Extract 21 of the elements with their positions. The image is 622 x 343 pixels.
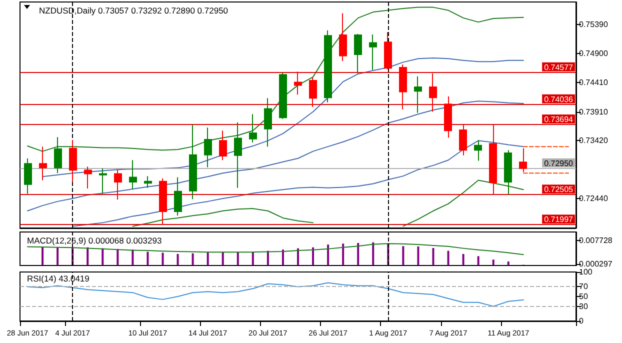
chart-title: NZDUSD,Daily 0.73057 0.73292 0.72890 0.72950 [39, 6, 228, 16]
y-tick-label: 100 [579, 268, 593, 276]
y-tick-label: 0.75390 [579, 20, 608, 29]
text: MACD(12,26,9) 0.000068 0.003293 [27, 236, 162, 246]
y-tick-label: 0.74410 [579, 78, 608, 87]
y-tick-label: 0.000297 [579, 260, 613, 268]
ref-line-label: 0.71997 [544, 215, 574, 224]
y-tick-label: 30 [579, 302, 588, 311]
y-tick-label: 0.007728 [579, 236, 613, 246]
y-tick-label: 0.73910 [579, 107, 608, 116]
ref-line-label: 0.72950 [544, 158, 574, 168]
y-tick-label: 0.74900 [579, 48, 608, 58]
y-tick-label: 70 [579, 282, 588, 292]
ref-line-label: 0.74577 [544, 62, 574, 72]
chart-title: RSI(14) 43.0419 [27, 274, 90, 284]
ref-line-label: 0.74036 [544, 94, 574, 104]
y-tick-label: 0.73420 [579, 136, 608, 146]
ref-line-label: 0.72505 [544, 185, 574, 194]
y-tick-label: 50 [579, 292, 588, 301]
ref-line-label: 0.73694 [544, 115, 574, 124]
y-tick-label: 0.72440 [579, 194, 608, 203]
